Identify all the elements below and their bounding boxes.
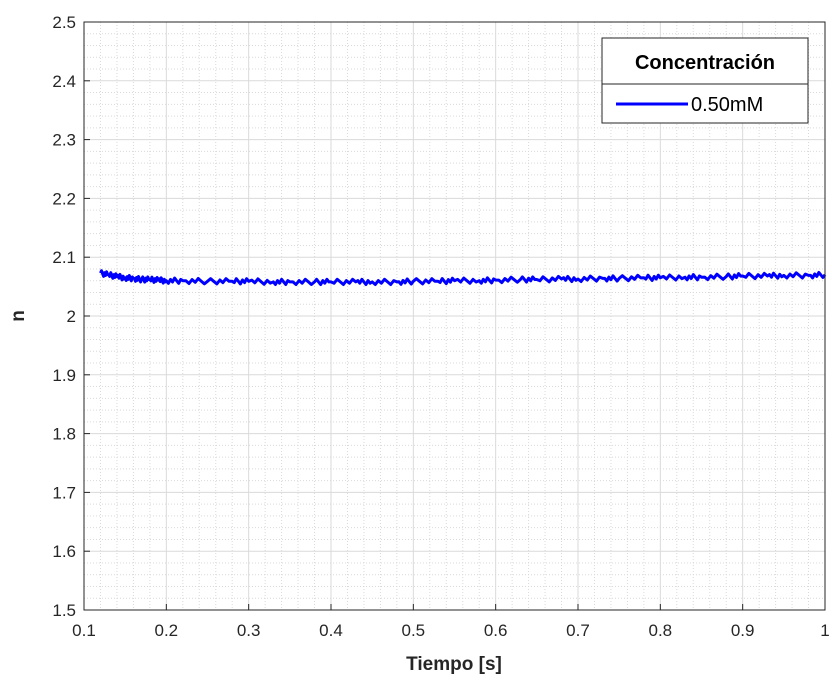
y-tick-label: 1.5 (52, 601, 76, 620)
x-tick-label: 0.3 (237, 621, 261, 640)
x-tick-label: 0.4 (319, 621, 343, 640)
x-tick-label: 0.5 (402, 621, 426, 640)
x-tick-label: 0.2 (155, 621, 179, 640)
x-tick-label: 0.7 (566, 621, 590, 640)
legend-title: Concentración (635, 52, 775, 74)
y-tick-label: 2.2 (52, 189, 76, 208)
y-tick-label: 2.3 (52, 131, 76, 150)
x-tick-label: 0.6 (484, 621, 508, 640)
y-tick-label: 2.1 (52, 248, 76, 267)
x-tick-label: 0.9 (731, 621, 755, 640)
x-axis-label: Tiempo [s] (406, 654, 502, 675)
y-tick-label: 2.5 (52, 13, 76, 32)
y-tick-label: 1.6 (52, 542, 76, 561)
x-axis-ticks: 0.1 0.2 0.3 0.4 0.5 0.6 0.7 0.8 0.9 1 (72, 604, 830, 640)
series-layer (99, 269, 827, 286)
legend-entry-0.50mM: 0.50mM (691, 94, 763, 116)
y-tick-label: 1.8 (52, 425, 76, 444)
x-tick-label: 0.8 (649, 621, 673, 640)
y-tick-label: 2.4 (52, 72, 76, 91)
legend-box (601, 37, 809, 124)
y-tick-label: 1.7 (52, 483, 76, 502)
y-tick-label: 2 (67, 307, 76, 326)
x-tick-label: 1 (820, 621, 829, 640)
y-axis-label: n (8, 310, 29, 322)
y-axis-ticks: 1.5 1.6 1.7 1.8 1.9 2 2.1 2.2 2.3 2.4 2.5 (52, 13, 90, 620)
legend: Concentración 0.50mM (601, 37, 809, 124)
x-tick-label: 0.1 (72, 621, 96, 640)
y-tick-label: 1.9 (52, 366, 76, 385)
series-line-0.50mM (99, 269, 827, 286)
